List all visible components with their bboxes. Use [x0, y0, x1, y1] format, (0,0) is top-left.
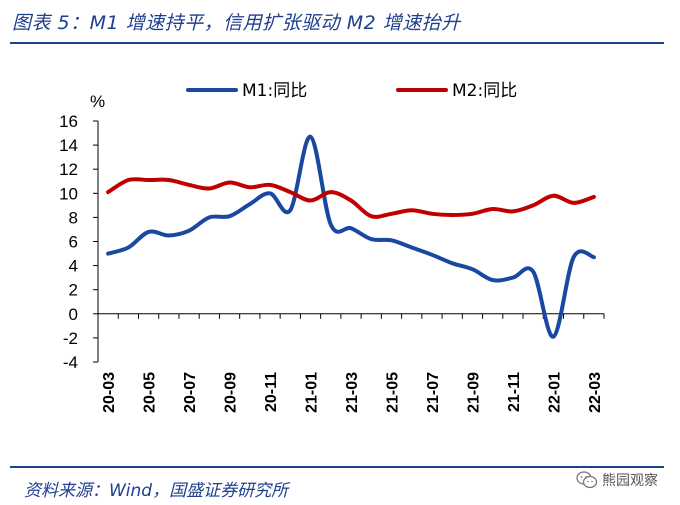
- y-tick-label: 8: [69, 208, 78, 227]
- x-tick-label: 20-11: [263, 372, 280, 412]
- series-line-m1: [106, 134, 596, 339]
- x-tick-label: 21-01: [304, 372, 321, 413]
- y-axis: -4 -2 0 2 4 6 8 10 12 14 16: [59, 112, 99, 372]
- x-tick-label: 21-05: [384, 372, 401, 413]
- watermark-text: 熊园观察: [602, 473, 658, 489]
- x-tick-label: 20-05: [142, 372, 159, 413]
- x-tick-label: 21-03: [344, 372, 361, 413]
- x-tick-label: 20-03: [101, 372, 118, 413]
- footer-divider: [10, 466, 664, 468]
- y-tick-label: 14: [59, 136, 78, 155]
- y-tick-label: 6: [69, 233, 78, 252]
- x-tick-label: 22-01: [546, 372, 563, 413]
- y-tick-label: 0: [69, 305, 78, 324]
- x-tick-label: 22-03: [587, 372, 604, 413]
- x-axis: 20-03 20-05 20-07 20-09 20-11 21-01 21-03 21-05…: [97, 313, 605, 413]
- x-tick-label: 21-07: [425, 372, 442, 413]
- legend-label-m2: M2:同比: [452, 81, 517, 101]
- y-tick-label: 12: [59, 160, 78, 179]
- y-tick-label: 10: [59, 184, 78, 203]
- figure-title: 图表 5：M1 增速持平，信用扩张驱动 M2 增速抬升: [12, 12, 461, 34]
- source-note: 资料来源：Wind，国盛证券研究所: [24, 481, 289, 501]
- y-tick-label: -4: [63, 353, 78, 372]
- series-line-m2: [106, 177, 596, 219]
- series-lines: [106, 134, 596, 339]
- x-tick-label: 21-11: [506, 372, 523, 412]
- y-tick-label: 2: [69, 281, 78, 300]
- x-tick-label: 21-09: [465, 372, 482, 413]
- wechat-icon: [576, 471, 598, 489]
- x-tick-label: 20-07: [182, 372, 199, 413]
- y-tick-label: -2: [63, 329, 78, 348]
- watermark: 熊园观察: [576, 470, 658, 490]
- x-tick-label: 20-09: [223, 372, 240, 413]
- y-tick-label: 4: [69, 257, 78, 276]
- title-divider: [10, 42, 664, 44]
- chart-legend: M1:同比 M2:同比: [186, 81, 517, 101]
- legend-label-m1: M1:同比: [242, 81, 307, 101]
- y-tick-label: 16: [59, 112, 78, 131]
- y-axis-unit-label: %: [90, 92, 105, 111]
